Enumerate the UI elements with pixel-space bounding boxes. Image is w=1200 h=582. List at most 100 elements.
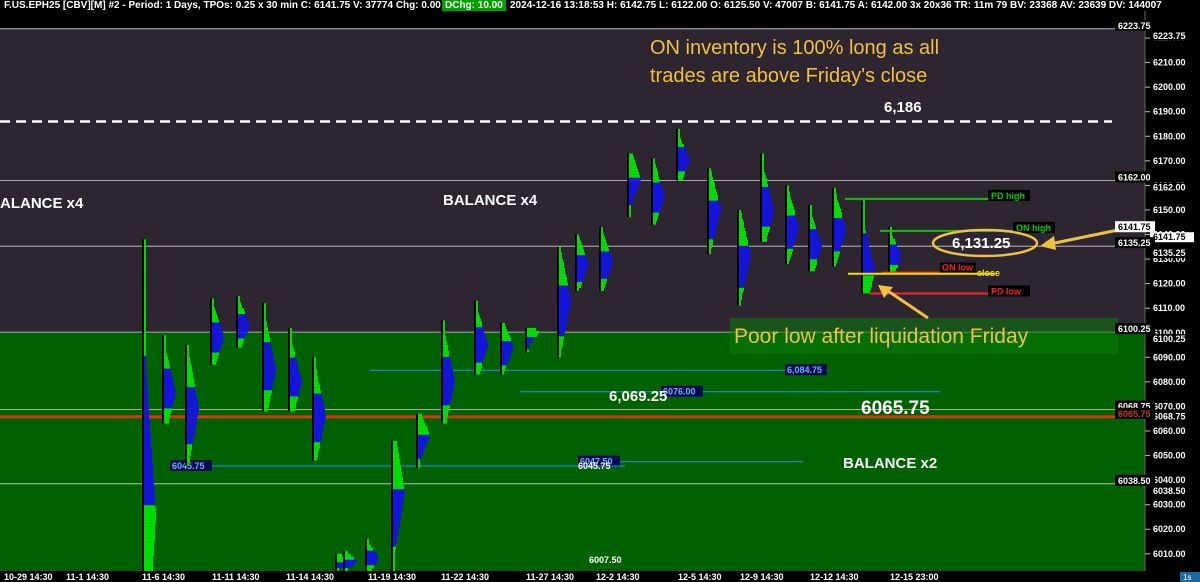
tpo-row (601, 269, 610, 273)
tpo-session-bar (365, 539, 367, 571)
balance-mid-label: BALANCE x4 (443, 192, 538, 209)
tpo-row (187, 348, 189, 352)
tpo-row (678, 177, 683, 181)
tpo-row (709, 177, 713, 181)
tpo-row (601, 266, 611, 270)
tpo-row (629, 196, 634, 200)
tpo-row (890, 247, 899, 251)
tpo-row (629, 193, 635, 197)
time-label: 12-12 14:30 (810, 572, 859, 582)
tpo-row (890, 262, 899, 266)
tpo-row (144, 418, 150, 422)
tpo-row (314, 448, 319, 452)
tpo-row (739, 263, 749, 267)
level-label-6065: 6065.75 (861, 398, 930, 419)
tpo-row (187, 372, 193, 376)
tpo-row (653, 191, 664, 195)
tpo-row (290, 366, 298, 370)
tpo-row (601, 233, 604, 237)
tpo-row (502, 329, 507, 333)
price-tick-label: 6100.00 (1153, 328, 1186, 338)
tpo-row (810, 229, 817, 233)
tpo-row (164, 371, 172, 375)
tpo-row (187, 411, 198, 415)
tpo-row (559, 309, 569, 313)
tpo-row (144, 412, 149, 416)
tpo-row (787, 185, 789, 189)
tpo-row (739, 278, 746, 282)
tpo-row (164, 353, 167, 357)
tpo-row (144, 299, 146, 303)
tpo-row (144, 496, 155, 500)
tpo-row (834, 248, 840, 252)
tpo-row (834, 218, 843, 222)
tpo-row (264, 348, 272, 352)
time-label: 11-14 14:30 (286, 572, 334, 582)
level-flag-box (1115, 237, 1155, 249)
tpo-row (502, 350, 512, 354)
tpo-row (144, 394, 148, 398)
tpo-row (810, 256, 818, 260)
time-label-box (140, 572, 202, 582)
tpo-row (762, 196, 771, 200)
tpo-row (577, 252, 585, 256)
tpo-row (476, 359, 483, 363)
tpo-row (762, 193, 770, 197)
tpo-row (164, 347, 166, 351)
tpo-row (144, 475, 153, 479)
tpo-row (653, 179, 660, 183)
tpo-row (678, 153, 687, 157)
tpo-row (629, 186, 638, 190)
tpo-row (187, 447, 192, 451)
tpo-profile (210, 298, 224, 365)
tpo-row (502, 332, 508, 336)
tpo-row (144, 275, 146, 279)
tpo-profile (441, 320, 455, 424)
tpo-row (144, 349, 146, 353)
tpo-row (314, 454, 318, 458)
tpo-row (739, 236, 747, 240)
tpo-row (314, 360, 316, 364)
tpo-row (187, 396, 197, 400)
tpo-row (527, 337, 534, 341)
tpo-row (264, 360, 274, 364)
level-flag-axis-box (1150, 334, 1194, 345)
tpo-row (443, 338, 446, 342)
tpo-row (629, 180, 640, 184)
tpo-row (629, 156, 634, 160)
tpo-row (144, 382, 147, 386)
tpo-row (187, 435, 194, 439)
time-label: 11-11 14:30 (212, 572, 260, 582)
tpo-row (144, 442, 151, 446)
reference-label: 6,084.75 (787, 365, 822, 375)
tpo-row (144, 391, 148, 395)
tpo-row (144, 406, 149, 410)
tpo-row (314, 457, 317, 461)
level-flag-axis: 6038.50 (1153, 486, 1186, 496)
tpo-row (834, 212, 842, 216)
tpo-row (502, 359, 509, 363)
tpo-row (834, 236, 844, 240)
tpo-row (290, 333, 292, 337)
tpo-row (187, 438, 193, 442)
tpo-row (601, 284, 605, 288)
level-flag: 6038.50 (1118, 476, 1151, 486)
tpo-row (762, 238, 767, 242)
tpo-session-bar (785, 185, 787, 264)
tpo-row (709, 251, 711, 255)
tpo-row (367, 565, 374, 569)
tpo-row (787, 218, 797, 222)
tpo-row (601, 263, 612, 267)
tpo-row (577, 270, 586, 274)
tpo-row (863, 227, 865, 231)
tpo-profile (162, 335, 176, 424)
tpo-row (144, 436, 151, 440)
tpo-row (393, 498, 404, 502)
tpo-row (863, 260, 873, 264)
tpo-profile (808, 205, 822, 272)
reference-label-box (578, 455, 620, 467)
tpo-row (264, 336, 270, 340)
reference-label-box (170, 460, 212, 471)
tpo-row (629, 183, 639, 187)
